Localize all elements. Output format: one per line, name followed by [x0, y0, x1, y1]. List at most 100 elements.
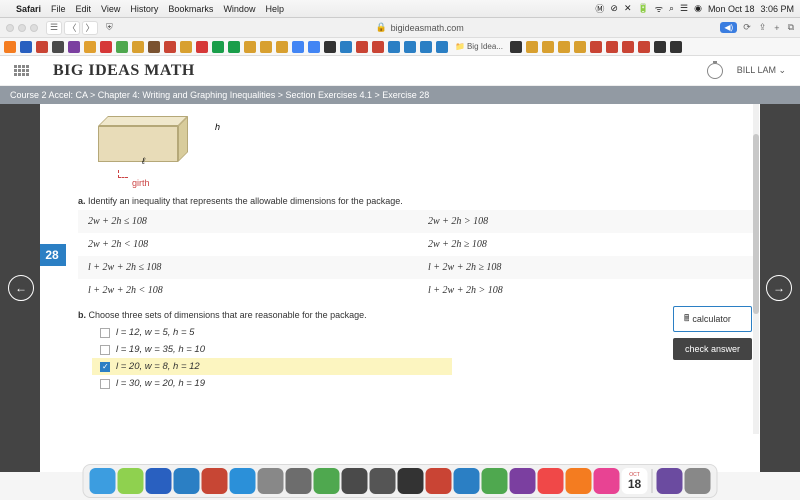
new-tab-icon[interactable]: + — [774, 23, 779, 33]
bookmark-icon[interactable] — [292, 41, 304, 53]
bookmark-icon[interactable] — [542, 41, 554, 53]
reload-icon[interactable]: ⟳ — [743, 22, 751, 33]
bookmark-icon[interactable] — [196, 41, 208, 53]
next-exercise-button[interactable]: → — [766, 275, 792, 301]
siri-icon[interactable]: ◉ — [694, 3, 702, 14]
bookmark-icon[interactable] — [260, 41, 272, 53]
share-icon[interactable]: ⇪ — [759, 22, 767, 33]
bookmark-icon[interactable] — [4, 41, 16, 53]
bookmark-icon[interactable] — [68, 41, 80, 53]
bookmark-icon[interactable] — [510, 41, 522, 53]
dock-app-icon[interactable] — [594, 468, 620, 494]
dock-app-icon[interactable] — [370, 468, 396, 494]
address-bar[interactable]: 🔒 bigideasmath.com — [119, 22, 721, 33]
dock-app-icon[interactable] — [482, 468, 508, 494]
answer-option[interactable]: 2w + 2h ≥ 108 — [418, 233, 758, 256]
bookmark-icon[interactable] — [590, 41, 602, 53]
dock-app-icon[interactable] — [118, 468, 144, 494]
tabs-icon[interactable]: ⧉ — [788, 22, 794, 33]
dock-app-icon[interactable] — [286, 468, 312, 494]
bookmark-icon[interactable] — [356, 41, 368, 53]
apps-grid-icon[interactable] — [14, 65, 29, 76]
dock-app-icon[interactable] — [258, 468, 284, 494]
site-logo[interactable]: BIG IDEAS MATH — [53, 62, 195, 80]
dock-app-icon[interactable] — [566, 468, 592, 494]
sidebar-toggle-icon[interactable]: ☰ — [46, 21, 62, 35]
bookmark-icon[interactable] — [148, 41, 160, 53]
bookmark-icon[interactable] — [228, 41, 240, 53]
dimension-choice[interactable]: l = 12, w = 5, h = 5 — [92, 324, 740, 341]
dock-app-icon[interactable] — [314, 468, 340, 494]
menu-edit[interactable]: Edit — [76, 4, 92, 14]
user-menu[interactable]: BILL LAM ⌄ — [737, 65, 786, 76]
menu-bookmarks[interactable]: Bookmarks — [168, 4, 213, 14]
dock-app-icon[interactable] — [426, 468, 452, 494]
back-button[interactable]: 〈 — [64, 21, 80, 35]
checkbox[interactable] — [100, 328, 110, 338]
bookmark-icon[interactable] — [622, 41, 634, 53]
menubar-time[interactable]: 3:06 PM — [760, 4, 794, 14]
dock-app-icon[interactable] — [230, 468, 256, 494]
bookmark-icon[interactable] — [84, 41, 96, 53]
window-controls[interactable] — [6, 24, 38, 32]
dock-app-icon[interactable] — [685, 468, 711, 494]
dock-app-icon[interactable] — [202, 468, 228, 494]
bookmark-icon[interactable] — [100, 41, 112, 53]
bookmark-icon[interactable] — [36, 41, 48, 53]
menubar-date[interactable]: Mon Oct 18 — [708, 4, 755, 14]
menu-history[interactable]: History — [130, 4, 158, 14]
bookmark-icon[interactable] — [116, 41, 128, 53]
answer-option[interactable]: l + 2w + 2h > 108 — [418, 279, 758, 302]
dock-app-icon[interactable] — [398, 468, 424, 494]
prev-exercise-button[interactable]: ← — [8, 275, 34, 301]
dock-calendar-icon[interactable]: OCT18 — [622, 468, 648, 494]
control-center-icon[interactable]: ☰ — [680, 3, 688, 14]
vertical-scrollbar[interactable] — [753, 104, 759, 434]
bookmark-folder[interactable]: 📁 Big Idea... — [452, 42, 506, 51]
bookmark-icon[interactable] — [574, 41, 586, 53]
checkbox[interactable] — [100, 362, 110, 372]
shield-icon[interactable]: ⛨ — [106, 22, 113, 33]
answer-option[interactable]: 2w + 2h < 108 — [78, 233, 418, 256]
answer-option[interactable]: l + 2w + 2h ≤ 108 — [78, 256, 418, 279]
menu-view[interactable]: View — [101, 4, 120, 14]
bookmark-icon[interactable] — [654, 41, 666, 53]
bookmark-icon[interactable] — [340, 41, 352, 53]
dock-app-icon[interactable] — [657, 468, 683, 494]
bookmark-icon[interactable] — [404, 41, 416, 53]
bookmark-icon[interactable] — [420, 41, 432, 53]
bookmark-icon[interactable] — [388, 41, 400, 53]
checkbox[interactable] — [100, 379, 110, 389]
bookmark-icon[interactable] — [276, 41, 288, 53]
bookmark-icon[interactable] — [526, 41, 538, 53]
bookmark-icon[interactable] — [606, 41, 618, 53]
bookmark-icon[interactable] — [52, 41, 64, 53]
dock-app-icon[interactable] — [538, 468, 564, 494]
dock-app-icon[interactable] — [90, 468, 116, 494]
dock-app-icon[interactable] — [174, 468, 200, 494]
breadcrumb[interactable]: Course 2 Accel: CA > Chapter 4: Writing … — [0, 86, 800, 104]
dimension-choice[interactable]: l = 20, w = 8, h = 12 — [92, 358, 452, 375]
answer-option[interactable]: l + 2w + 2h < 108 — [78, 279, 418, 302]
menu-file[interactable]: File — [51, 4, 66, 14]
bookmark-icon[interactable] — [436, 41, 448, 53]
bookmark-icon[interactable] — [132, 41, 144, 53]
bookmark-icon[interactable] — [212, 41, 224, 53]
checkbox[interactable] — [100, 345, 110, 355]
timer-icon[interactable] — [707, 63, 723, 79]
menu-help[interactable]: Help — [265, 4, 284, 14]
dock-app-icon[interactable] — [146, 468, 172, 494]
bookmark-icon[interactable] — [244, 41, 256, 53]
check-answer-button[interactable]: check answer — [673, 338, 752, 360]
dock-app-icon[interactable] — [510, 468, 536, 494]
sound-indicator[interactable]: ◀︎) — [720, 22, 737, 33]
app-name[interactable]: Safari — [16, 4, 41, 14]
answer-option[interactable]: l + 2w + 2h ≥ 108 — [418, 256, 758, 279]
search-icon[interactable]: ⌕ — [669, 3, 674, 14]
calculator-button[interactable]: 🖩calculator — [673, 306, 752, 332]
bookmark-icon[interactable] — [558, 41, 570, 53]
bookmark-icon[interactable] — [164, 41, 176, 53]
bookmark-icon[interactable] — [308, 41, 320, 53]
dock-app-icon[interactable] — [342, 468, 368, 494]
bookmark-icon[interactable] — [180, 41, 192, 53]
